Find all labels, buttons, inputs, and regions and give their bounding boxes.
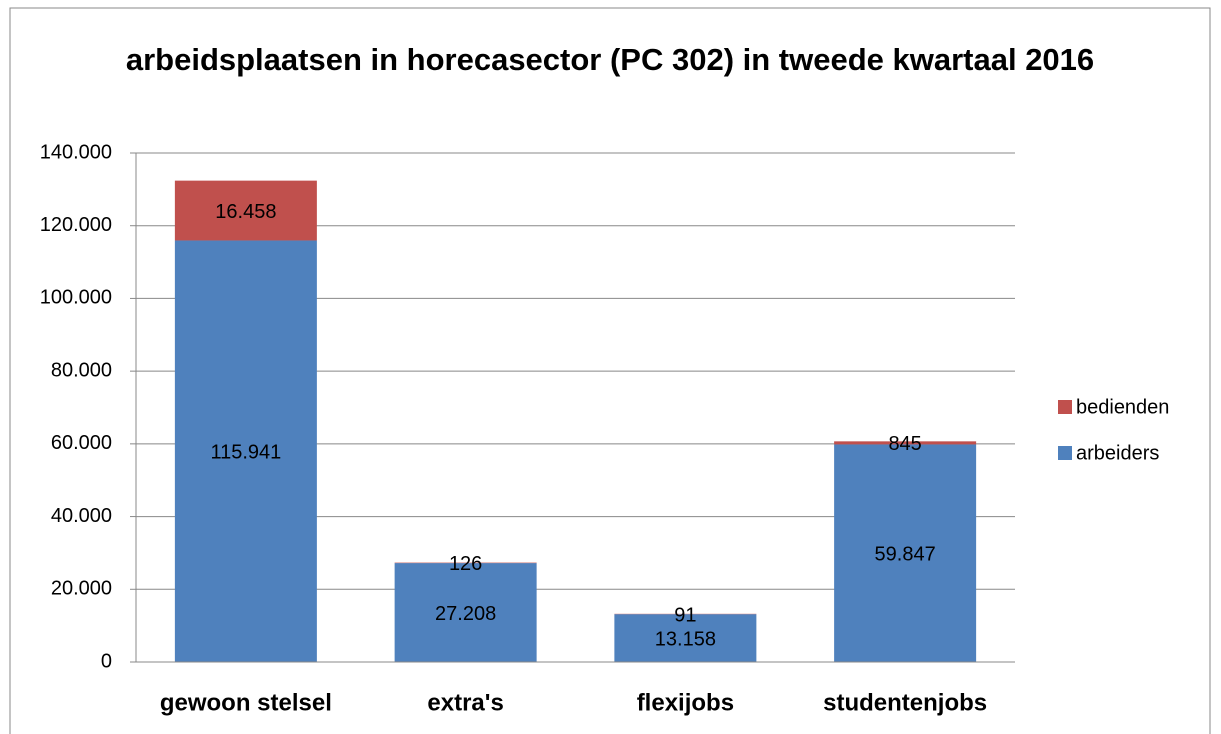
x-tick-label: studentenjobs [823,689,987,716]
legend-label: bedienden [1076,396,1169,418]
legend-swatch [1058,446,1072,460]
y-tick-label: 120.000 [40,214,112,236]
bar-segment [394,563,537,662]
y-tick-label: 40.000 [51,505,112,527]
y-tick-label: 140.000 [40,141,112,163]
y-tick-label: 60.000 [51,432,112,454]
chart-border [9,7,1211,734]
x-tick-label: extra's [427,689,503,716]
value-label: 13.158 [655,628,716,650]
bar-segment [834,444,977,662]
bar-segment [174,180,317,241]
value-label: 91 [674,604,696,626]
value-label: 126 [449,553,482,575]
legend-label: arbeiders [1076,442,1159,464]
value-label: 27.208 [435,603,496,625]
y-tick-label: 80.000 [51,359,112,381]
y-tick-label: 20.000 [51,578,112,600]
y-tick-label: 100.000 [40,287,112,309]
value-label: 59.847 [875,543,936,565]
bar-segment [614,614,757,662]
legend-swatch [1058,400,1072,414]
bar-segment [174,240,317,662]
y-tick-label: 0 [101,650,112,672]
x-tick-label: flexijobs [637,689,734,716]
chart-title: arbeidsplaatsen in horecasector (PC 302)… [125,42,1095,77]
value-label: 845 [888,433,921,455]
value-label: 16.458 [215,201,276,223]
x-tick-label: gewoon stelsel [160,689,332,716]
value-label: 115.941 [210,442,281,464]
bar-segment [834,441,977,445]
